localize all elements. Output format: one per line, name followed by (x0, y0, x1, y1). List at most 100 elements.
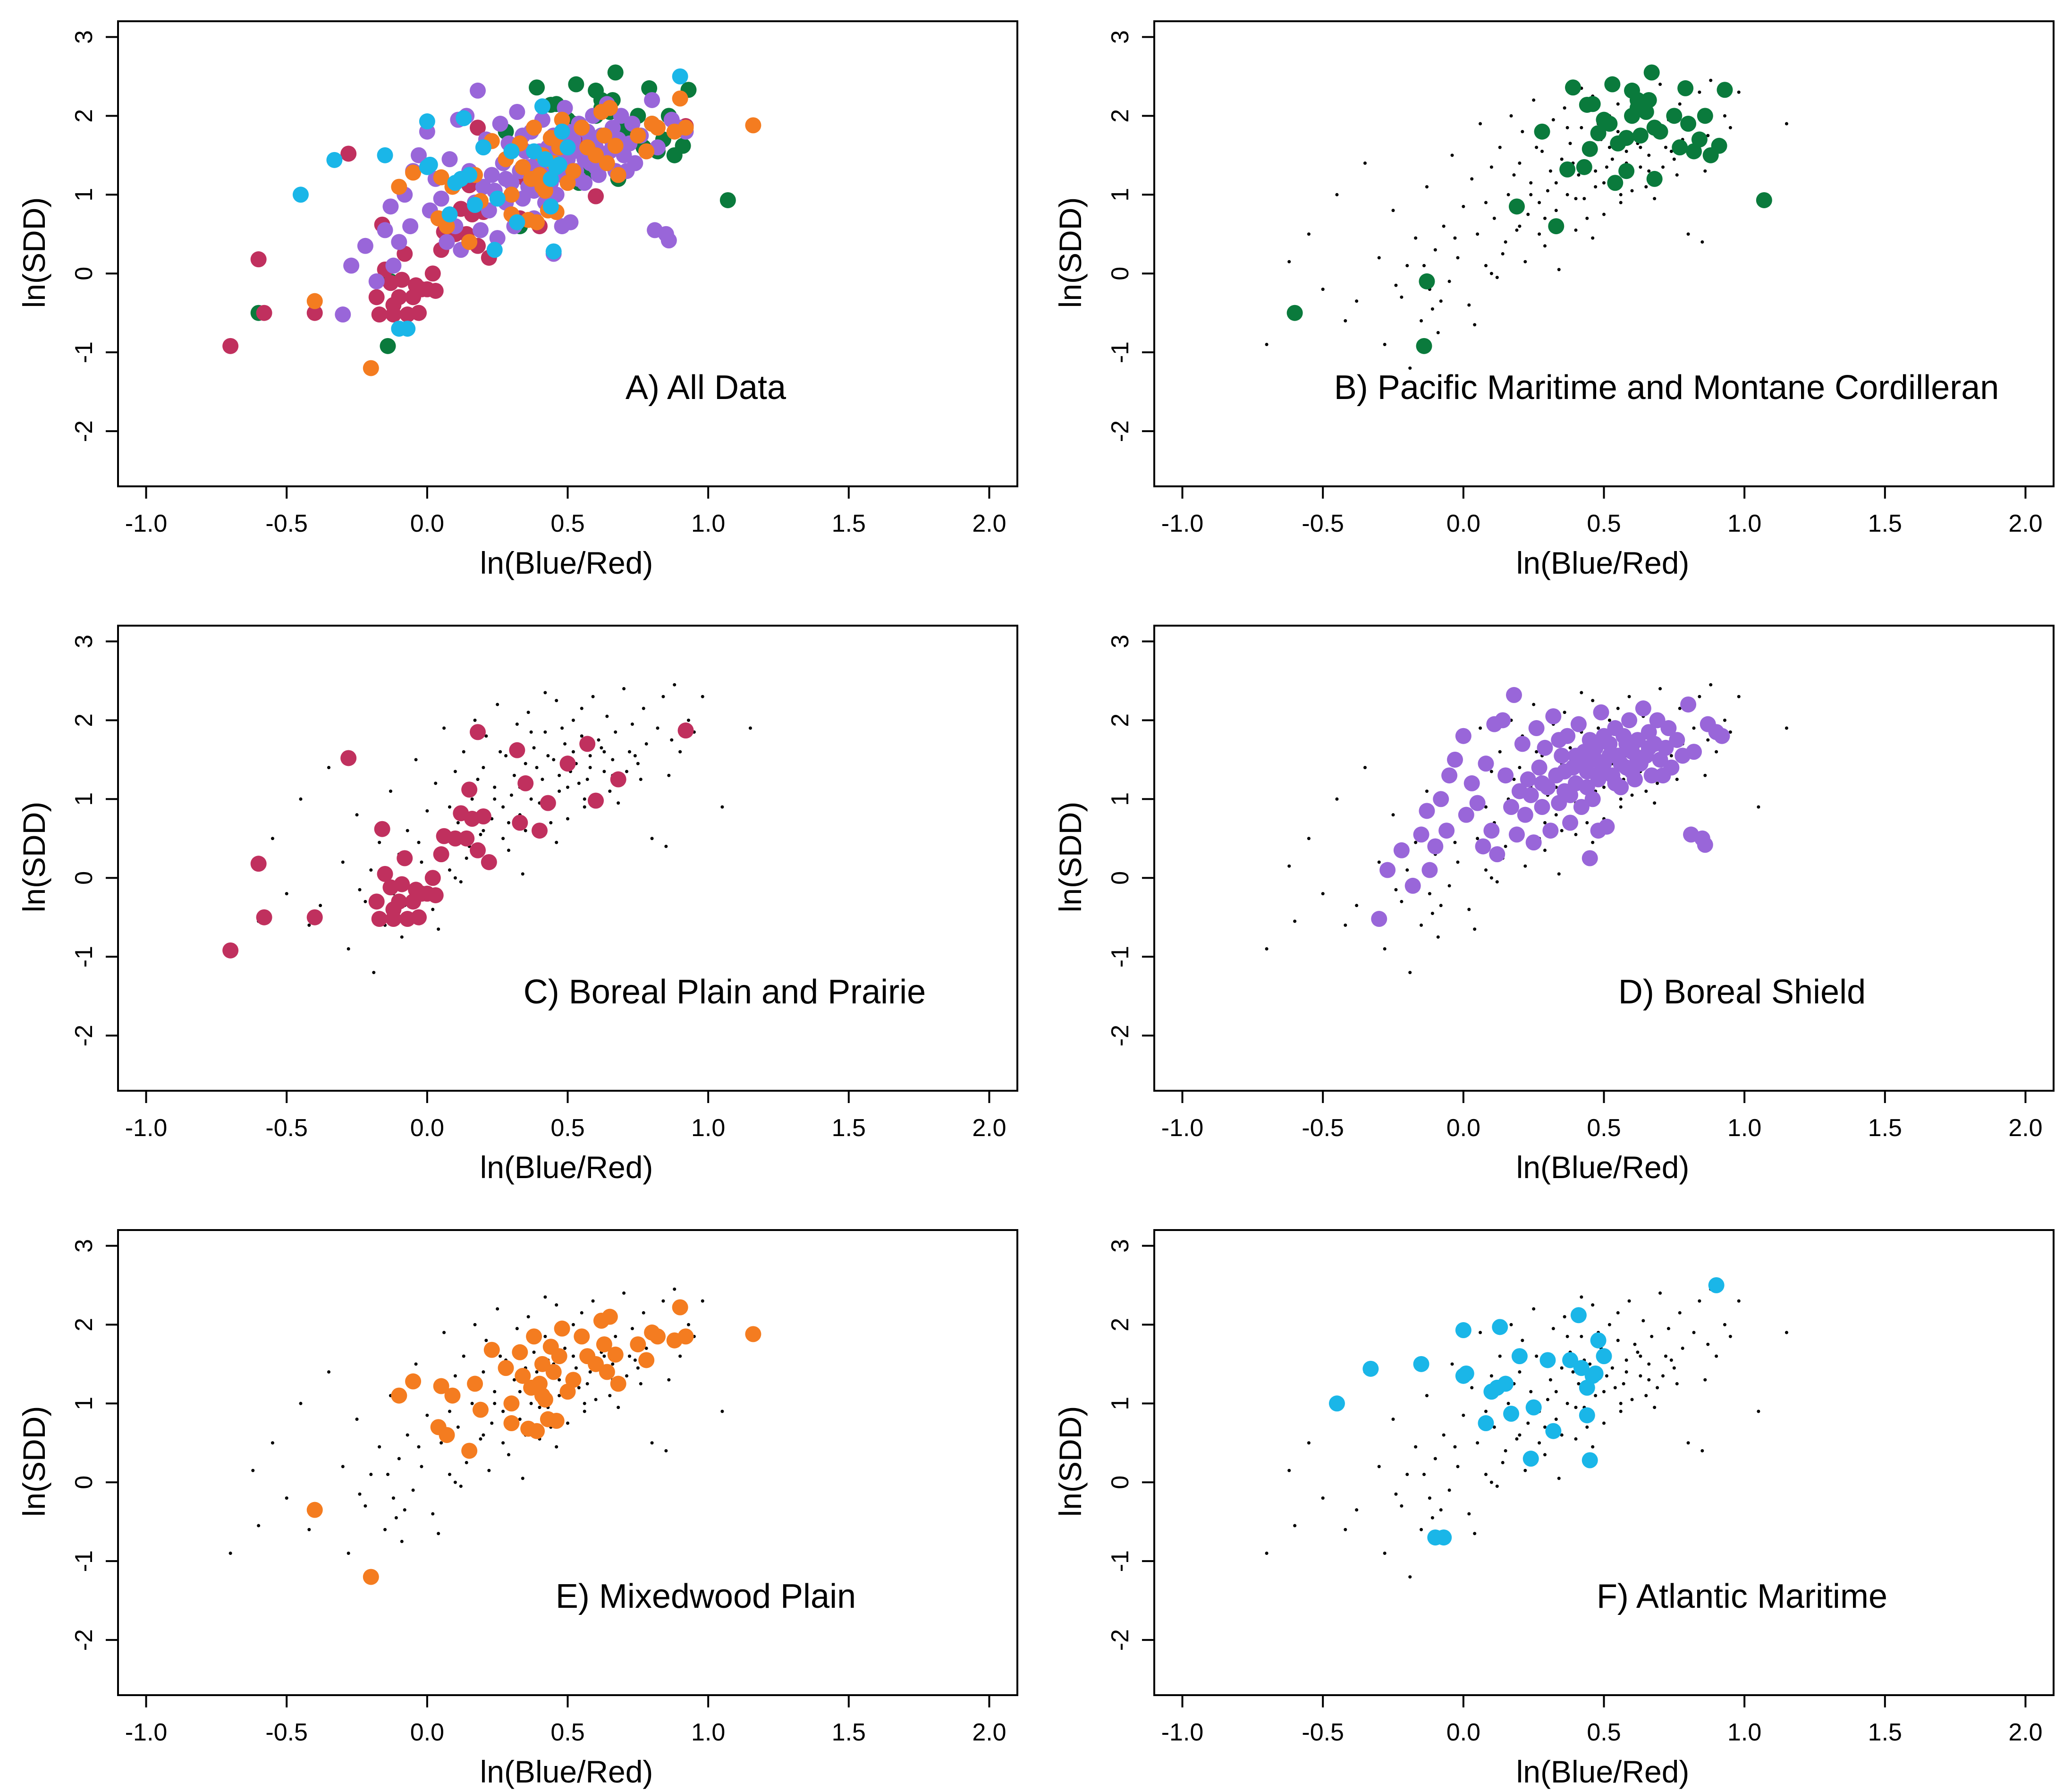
panel-B: -1.0 -0.5 0.0 0.5 1.0 1.5 2.0 -2 -1 0 1 2 3 ln(Blue/R… (1053, 20, 2055, 580)
background-point (571, 718, 575, 722)
background-point (1473, 927, 1477, 931)
prairie-point (610, 771, 626, 788)
background-point (1627, 695, 1631, 698)
background-point (1563, 711, 1566, 714)
background-point (1656, 781, 1659, 785)
background-point (1619, 201, 1623, 204)
background-point (1484, 1409, 1488, 1413)
background-point (1669, 754, 1673, 757)
background-point (605, 714, 609, 718)
background-point (602, 750, 606, 754)
pacific-point (1565, 79, 1581, 96)
background-point (577, 781, 581, 785)
mixedwood-point (503, 187, 520, 203)
background-point (1580, 691, 1583, 695)
background-point (521, 872, 524, 876)
shield-point (1714, 728, 1730, 744)
pacific-point (1672, 139, 1688, 156)
background-point (347, 947, 350, 951)
background-point (420, 860, 423, 864)
shield-point (1556, 763, 1573, 780)
x-tick-label: -1.0 (125, 510, 168, 537)
pacific-point (1584, 96, 1601, 112)
background-point (1450, 1362, 1454, 1366)
background-point (1453, 840, 1457, 844)
shield-point (509, 103, 525, 120)
background-point (518, 1390, 522, 1393)
shield-point (1562, 815, 1579, 831)
panel-title: A) All Data (626, 369, 787, 407)
background-point (470, 1401, 474, 1405)
mixedwood-point (433, 169, 449, 186)
background-point (1580, 1334, 1583, 1338)
x-tick-label: -0.5 (265, 1719, 308, 1746)
background-point (400, 1539, 404, 1543)
background-point (1784, 122, 1788, 126)
atlantic-point (399, 321, 416, 337)
plot-frame (1153, 20, 2055, 487)
background-point (1532, 703, 1536, 706)
x-tick-label: 0.5 (1587, 1114, 1621, 1142)
atlantic-point (1708, 1277, 1725, 1293)
background-point (555, 1445, 558, 1449)
background-point (420, 1465, 423, 1468)
background-point (636, 762, 640, 765)
background-point (1425, 185, 1429, 189)
mixedwood-point (565, 163, 582, 179)
background-point (546, 754, 550, 757)
background-point (285, 892, 288, 896)
x-tick-label: 2.0 (2008, 1719, 2042, 1746)
background-point (1509, 114, 1513, 118)
background-point (720, 1409, 724, 1413)
points (1265, 683, 1788, 975)
background-point (1560, 1433, 1564, 1437)
background-point (1408, 1575, 1412, 1579)
background-point (552, 758, 556, 762)
shield-point (1531, 759, 1548, 776)
background-point (1706, 738, 1710, 742)
background-point (1543, 216, 1547, 220)
shield-point (1463, 775, 1480, 791)
points (1265, 64, 1788, 370)
background-point (518, 1418, 522, 1421)
background-point (394, 1516, 398, 1519)
background-point (1630, 189, 1634, 193)
panel-A: -1.0 -0.5 0.0 0.5 1.0 1.5 2.0 -2 -1 0 1 2 3 ln(Blue/R… (17, 20, 1018, 580)
background-point (1658, 687, 1662, 691)
background-point (686, 718, 690, 722)
y-tick-label: -1 (70, 341, 98, 363)
prairie-point (377, 866, 393, 882)
background-point (543, 1334, 547, 1338)
background-point (1501, 252, 1505, 255)
shield-point (1433, 791, 1449, 807)
y-tick-label: 0 (70, 1476, 98, 1489)
background-point (1532, 98, 1536, 102)
background-point (1405, 264, 1409, 268)
x-tick-label: 1.5 (832, 1719, 866, 1746)
background-point (1602, 785, 1606, 789)
background-point (1425, 789, 1429, 793)
shield-point (1581, 850, 1598, 866)
atlantic-point (441, 206, 458, 223)
x-tick-label: -0.5 (265, 1114, 308, 1142)
y-axis-label: ln(SDD) (17, 802, 51, 913)
background-point (341, 1465, 345, 1468)
shield-point (1495, 712, 1511, 729)
background-point (1554, 1418, 1558, 1421)
background-point (1439, 1508, 1443, 1512)
pacific-point (1680, 116, 1697, 132)
background-point (1456, 1465, 1460, 1468)
background-point (1430, 307, 1434, 311)
x-tick-label: -1.0 (1161, 1719, 1204, 1746)
x-tick-label: 1.5 (1868, 1114, 1902, 1142)
shield-point (1458, 806, 1474, 823)
background-point (1422, 264, 1426, 268)
background-point (591, 695, 595, 698)
background-point (1715, 750, 1718, 754)
background-point (507, 1453, 510, 1457)
background-point (484, 1339, 488, 1342)
background-point (549, 821, 553, 824)
pacific-point (1632, 127, 1649, 144)
points (222, 64, 761, 376)
shield-point (343, 257, 360, 274)
